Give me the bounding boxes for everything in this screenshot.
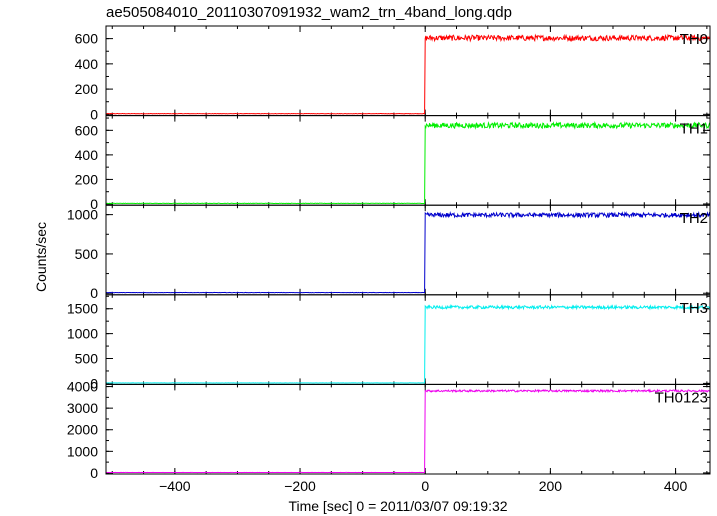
panel-frame — [105, 294, 711, 385]
x-tick-label: 400 — [664, 478, 688, 494]
y-tick-label: 0 — [90, 375, 98, 391]
panel-frame — [105, 204, 711, 296]
panel-th3: 0 500 1000 1500 TH3 — [67, 294, 711, 391]
series-line-th0123 — [105, 388, 711, 474]
x-tick-label: 200 — [539, 478, 563, 494]
y-tick-label: 4000 — [67, 379, 98, 395]
panel-label-th0123: TH0123 — [655, 389, 708, 406]
y-tick-label: 600 — [75, 122, 99, 138]
y-tick-label: 1000 — [67, 207, 98, 223]
y-tick-label: 0 — [90, 465, 98, 481]
y-tick-label: 0 — [90, 106, 98, 122]
y-tick-label: 500 — [75, 351, 99, 367]
y-tick-label: 500 — [75, 246, 99, 262]
x-tick-label: −200 — [284, 478, 316, 494]
y-tick-label: 1500 — [67, 301, 98, 317]
panel-th0123: 0 1000 2000 3000 4000 TH0123 — [67, 379, 711, 481]
panel-label-th2: TH2 — [680, 210, 708, 227]
y-tick-label: 400 — [75, 56, 99, 72]
series-line-th0 — [105, 33, 711, 115]
y-tick-label: 3000 — [67, 400, 98, 416]
panel-frame — [105, 25, 711, 117]
x-tick-label: −400 — [159, 478, 191, 494]
y-tick-label: 2000 — [67, 422, 98, 438]
y-tick-label: 1000 — [67, 326, 98, 342]
panel-label-th3: TH3 — [680, 300, 708, 317]
panels-group: 0 200 400 600 TH0 0 200 400 600 TH1 0 500 1000 TH2 0 50… — [67, 25, 711, 481]
y-tick-label: 0 — [90, 285, 98, 301]
panel-th1: 0 200 400 600 TH1 — [75, 115, 711, 212]
y-tick-label: 0 — [90, 196, 98, 212]
x-tick-label: 0 — [421, 478, 429, 494]
y-axis-title: Counts/sec — [33, 222, 49, 292]
chart-title: ae505084010_20110307091932_wam2_trn_4ban… — [106, 4, 512, 21]
panel-th0: 0 200 400 600 TH0 — [75, 25, 711, 122]
panel-frame — [105, 115, 711, 206]
x-axis-title: Time [sec] 0 = 2011/03/07 09:19:32 — [288, 498, 507, 514]
panel-label-th1: TH1 — [680, 121, 708, 138]
y-tick-label: 600 — [75, 31, 99, 47]
y-tick-label: 400 — [75, 147, 99, 163]
series-line-th2 — [105, 210, 711, 294]
panel-label-th0: TH0 — [680, 31, 708, 48]
series-line-th1 — [105, 121, 711, 205]
series-line-th3 — [105, 303, 711, 384]
x-axis: −400 −200 0 200 400 — [159, 478, 687, 494]
panel-th2: 0 500 1000 TH2 — [67, 204, 711, 301]
y-tick-label: 200 — [75, 81, 99, 97]
y-tick-label: 1000 — [67, 443, 98, 459]
y-tick-label: 200 — [75, 171, 99, 187]
panel-frame — [105, 383, 711, 475]
